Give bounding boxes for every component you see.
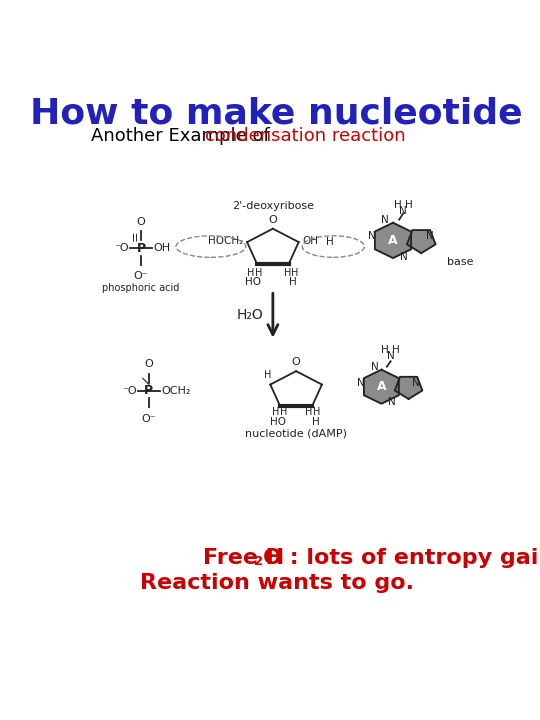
Text: 2: 2	[254, 555, 264, 568]
Text: ⁻O: ⁻O	[122, 385, 137, 395]
Text: condensation reaction: condensation reaction	[205, 127, 406, 145]
Text: N: N	[426, 231, 433, 240]
Text: H: H	[381, 345, 389, 355]
Text: N: N	[400, 252, 408, 262]
Text: O⁻: O⁻	[141, 414, 156, 423]
Text: OCH₂: OCH₂	[161, 385, 191, 395]
Text: N: N	[388, 397, 396, 407]
Text: =: =	[129, 230, 141, 241]
Text: H: H	[312, 417, 320, 427]
Text: H: H	[272, 408, 279, 418]
Text: HO: HO	[270, 417, 286, 427]
Text: H: H	[313, 408, 320, 418]
Text: nucleotide (dAMP): nucleotide (dAMP)	[245, 428, 347, 438]
Polygon shape	[364, 369, 399, 404]
Text: H: H	[255, 268, 262, 278]
Text: How to make nucleotide: How to make nucleotide	[30, 96, 523, 130]
Text: H₂O: H₂O	[237, 308, 263, 323]
Text: A: A	[376, 380, 386, 393]
Text: H: H	[326, 237, 334, 247]
Text: H: H	[404, 200, 413, 210]
Text: N: N	[413, 378, 420, 388]
Text: O⁻: O⁻	[134, 271, 148, 282]
Text: A: A	[388, 234, 398, 247]
Text: N: N	[368, 231, 376, 240]
Text: Free H: Free H	[203, 548, 285, 567]
Polygon shape	[395, 377, 422, 399]
Text: N: N	[357, 378, 365, 388]
Text: N: N	[372, 361, 379, 372]
Text: O : lots of entropy gained: O : lots of entropy gained	[263, 548, 540, 567]
Text: HOCH₂: HOCH₂	[208, 235, 243, 246]
Polygon shape	[375, 222, 411, 258]
Text: H: H	[292, 268, 299, 278]
Text: N: N	[399, 206, 407, 216]
Text: H: H	[280, 408, 287, 418]
Text: H: H	[264, 370, 271, 380]
Text: OH: OH	[302, 235, 319, 246]
Text: Another Example of: Another Example of	[91, 127, 275, 145]
Text: O: O	[268, 215, 277, 225]
Text: H: H	[247, 268, 254, 278]
Text: Reaction wants to go.: Reaction wants to go.	[140, 573, 414, 593]
Polygon shape	[407, 230, 436, 253]
Text: phosphoric acid: phosphoric acid	[103, 283, 180, 293]
Text: H: H	[284, 268, 291, 278]
Text: H: H	[305, 408, 313, 418]
Text: OH: OH	[153, 243, 171, 253]
Text: N: N	[387, 351, 395, 361]
Text: O: O	[137, 217, 145, 227]
Text: H: H	[289, 277, 296, 287]
Text: HO: HO	[245, 277, 261, 287]
Text: base: base	[447, 257, 474, 267]
Text: 2'-deoxyribose: 2'-deoxyribose	[232, 201, 314, 211]
Text: P: P	[137, 242, 146, 255]
Text: N: N	[381, 215, 389, 225]
Text: O: O	[292, 357, 300, 367]
Text: P: P	[144, 384, 153, 397]
Text: H: H	[392, 345, 400, 355]
Text: O: O	[145, 359, 153, 369]
Text: ⁻O: ⁻O	[114, 243, 129, 253]
Text: H: H	[394, 200, 402, 210]
